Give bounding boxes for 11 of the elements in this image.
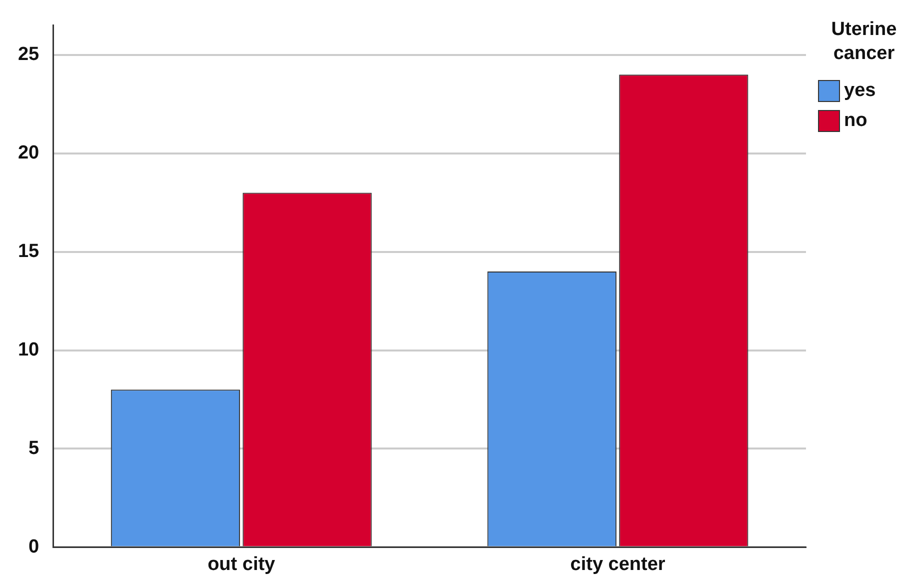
legend-label: yes: [844, 80, 876, 102]
y-tick-label: 10: [18, 340, 40, 361]
y-tick-label: 5: [28, 438, 40, 459]
legend-label: no: [844, 110, 868, 132]
y-tick-label: 15: [18, 241, 40, 262]
y-tick-label: 0: [28, 536, 40, 558]
x-tick-label: city center: [570, 554, 666, 575]
legend-title: Uterine cancer: [830, 18, 898, 66]
x-tick-label: out city: [208, 554, 276, 575]
y-tick-label: 25: [18, 44, 40, 66]
y-tick-label: 20: [18, 142, 40, 164]
